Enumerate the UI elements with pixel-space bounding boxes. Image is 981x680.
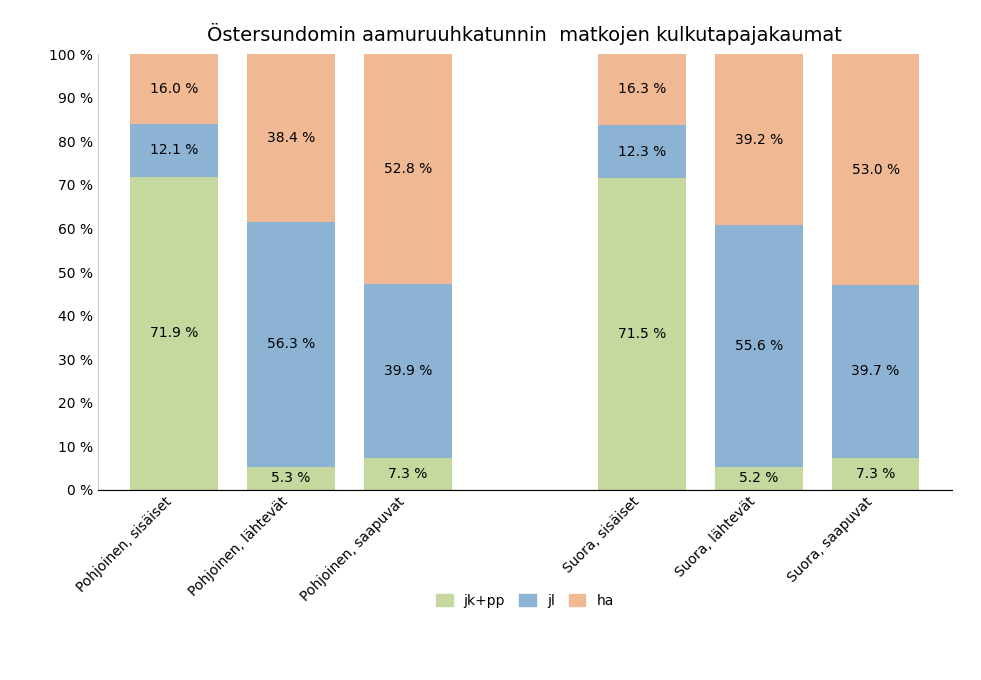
Bar [832,458,919,490]
Text: 55.6 %: 55.6 % [735,339,783,353]
Text: 53.0 %: 53.0 % [852,163,900,177]
Text: 12.3 %: 12.3 % [618,145,666,158]
Title: Östersundomin aamuruuhkatunnin  matkojen kulkutapajakaumat: Östersundomin aamuruuhkatunnin matkojen … [207,22,843,44]
Text: 5.3 %: 5.3 % [272,471,311,485]
Text: 16.0 %: 16.0 % [150,82,198,96]
Text: 5.2 %: 5.2 % [739,471,778,486]
Bar [130,124,218,177]
Text: 39.2 %: 39.2 % [735,133,783,147]
Text: 71.9 %: 71.9 % [150,326,198,340]
Text: 7.3 %: 7.3 % [388,466,428,481]
Bar [364,458,452,490]
Text: 38.4 %: 38.4 % [267,131,315,145]
Bar [130,54,218,124]
Bar [597,54,686,125]
Bar [364,54,452,284]
Text: 39.9 %: 39.9 % [384,364,432,378]
Text: 39.7 %: 39.7 % [852,364,900,379]
Text: 56.3 %: 56.3 % [267,337,315,351]
Text: 12.1 %: 12.1 % [150,143,198,157]
Bar [597,178,686,490]
Text: 16.3 %: 16.3 % [618,82,666,97]
Bar [832,285,919,458]
Bar [715,467,802,490]
Bar [597,125,686,178]
Legend: jk+pp, jl, ha: jk+pp, jl, ha [431,588,619,613]
Bar [247,466,335,490]
Bar [832,54,919,285]
Bar [715,54,802,225]
Bar [247,222,335,466]
Text: 71.5 %: 71.5 % [618,327,666,341]
Bar [130,177,218,490]
Bar [715,225,802,467]
Bar [364,284,452,458]
Text: 7.3 %: 7.3 % [855,466,896,481]
Bar [247,54,335,222]
Text: 52.8 %: 52.8 % [384,163,432,176]
